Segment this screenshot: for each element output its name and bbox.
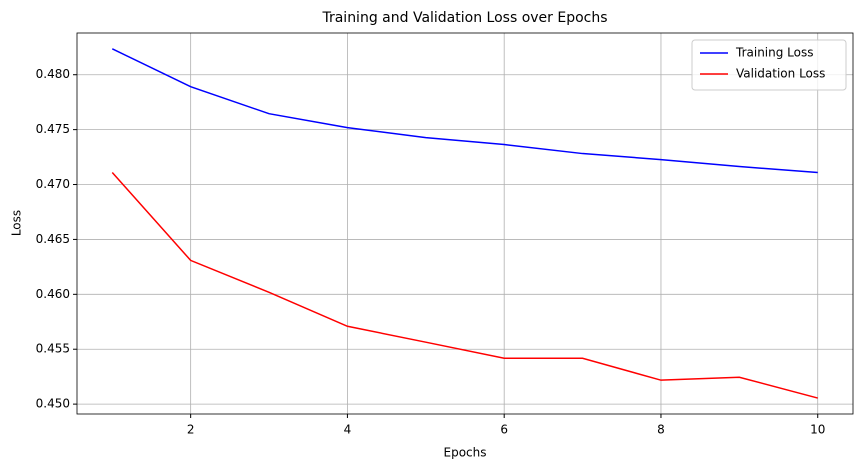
y-axis-label: Loss	[10, 210, 24, 236]
legend: Training Loss Validation Loss	[691, 39, 847, 91]
x-tick-label: 8	[657, 423, 665, 437]
data-line	[111, 172, 818, 399]
x-axis-label: Epochs	[444, 446, 487, 460]
legend-label: Validation Loss	[736, 67, 825, 81]
plot-frame	[76, 32, 854, 415]
y-tick-label: 0.475	[36, 122, 70, 136]
x-tick-label: 4	[344, 423, 352, 437]
x-tick-label: 6	[500, 423, 508, 437]
y-tick-label: 0.450	[36, 397, 70, 411]
y-tick-label: 0.455	[36, 342, 70, 356]
x-tick-label: 10	[810, 423, 825, 437]
data-line	[111, 48, 818, 174]
y-tick-label: 0.470	[36, 177, 70, 191]
y-tick-label: 0.465	[36, 232, 70, 246]
y-tick-label: 0.460	[36, 287, 70, 301]
chart-title: Training and Validation Loss over Epochs	[321, 10, 607, 26]
legend-label: Training Loss	[735, 46, 813, 60]
legend-box	[691, 39, 847, 91]
y-tick-label: 0.480	[36, 67, 70, 81]
x-tick-label: 2	[187, 423, 195, 437]
